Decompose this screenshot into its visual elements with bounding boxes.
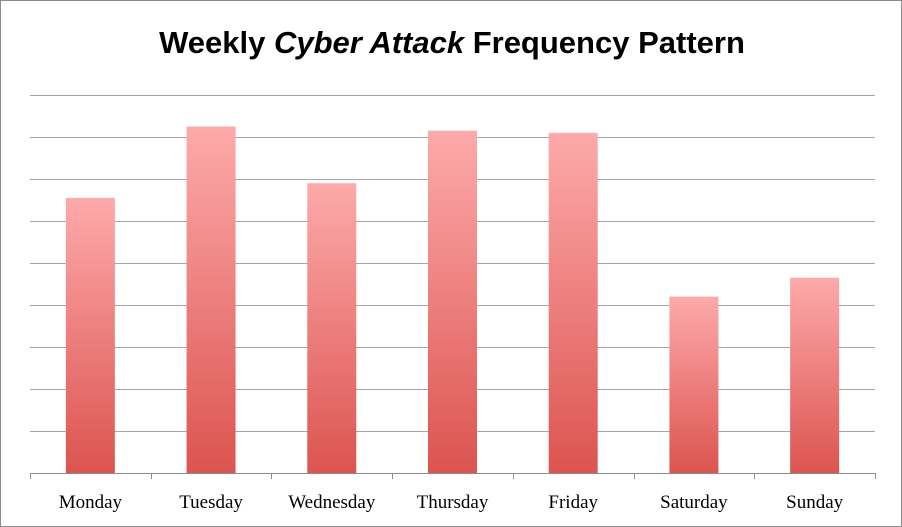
x-tick-label-wednesday: Wednesday bbox=[288, 492, 376, 513]
bar-monday bbox=[65, 197, 115, 473]
bar-sunday bbox=[790, 277, 840, 473]
x-tick-label-sunday: Sunday bbox=[786, 492, 844, 513]
x-tick-label-tuesday: Tuesday bbox=[179, 492, 243, 513]
bar-thursday bbox=[428, 130, 477, 473]
bar-tuesday bbox=[186, 126, 236, 473]
x-tick-label-monday: Monday bbox=[59, 492, 123, 513]
chart-title-part-2: Cyber Attack bbox=[273, 25, 465, 60]
x-tick-label-saturday: Saturday bbox=[660, 492, 728, 513]
bar-friday bbox=[548, 132, 598, 474]
chart-title-part-3: Frequency Pattern bbox=[464, 25, 745, 60]
bar-wednesday bbox=[307, 183, 357, 473]
bar-saturday bbox=[669, 296, 719, 473]
chart-title-part-1: Weekly bbox=[159, 25, 274, 60]
chart-title: Weekly Cyber Attack Frequency Pattern bbox=[1, 25, 902, 61]
x-tick-label-friday: Friday bbox=[548, 492, 598, 513]
x-axis: Monday Tuesday Wednesday Thursday Friday Satu… bbox=[30, 473, 876, 513]
x-tick-label-thursday: Thursday bbox=[417, 492, 489, 513]
bars bbox=[65, 126, 840, 474]
